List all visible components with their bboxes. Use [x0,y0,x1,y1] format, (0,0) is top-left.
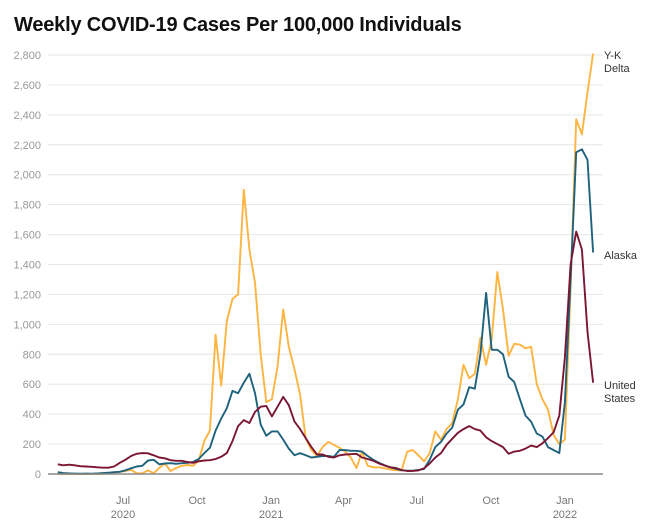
y-tick-label: 800 [23,349,41,361]
x-tick-label: Jul [116,495,130,507]
y-tick-label: 0 [35,469,41,481]
x-tick-year-label: 2020 [111,509,135,521]
series-label: States [604,393,636,405]
y-tick-label: 2,200 [13,140,41,152]
series-label: Delta [604,63,631,75]
y-tick-label: 1,400 [13,260,41,272]
y-tick-label: 2,800 [13,50,41,62]
series-line-alaska [57,148,595,475]
y-tick-label: 600 [23,379,41,391]
y-tick-label: 1,800 [13,200,41,212]
x-tick-label: Oct [188,495,205,507]
x-tick-label: Apr [335,495,352,507]
x-tick-label: Oct [482,495,499,507]
y-tick-label: 200 [23,439,41,451]
y-tick-label: 1,600 [13,230,41,242]
series-label: United [604,380,636,392]
y-tick-label: 400 [23,409,41,421]
series-line-united-states [57,230,595,472]
series-label: Alaska [604,250,638,262]
y-tick-label: 2,400 [13,110,41,122]
y-tick-label: 2,000 [13,170,41,182]
series-line-y-k-delta [57,53,595,475]
x-tick-year-label: 2022 [553,509,577,521]
series-label: Y-K [604,50,622,62]
y-tick-label: 1,000 [13,319,41,331]
y-tick-label: 1,200 [13,289,41,301]
x-tick-year-label: 2021 [259,509,283,521]
chart-title: Weekly COVID-19 Cases Per 100,000 Indivi… [14,14,462,36]
x-tick-label: Jan [556,495,574,507]
x-tick-label: Jul [410,495,424,507]
x-tick-label: Jan [262,495,280,507]
y-tick-label: 2,600 [13,80,41,92]
